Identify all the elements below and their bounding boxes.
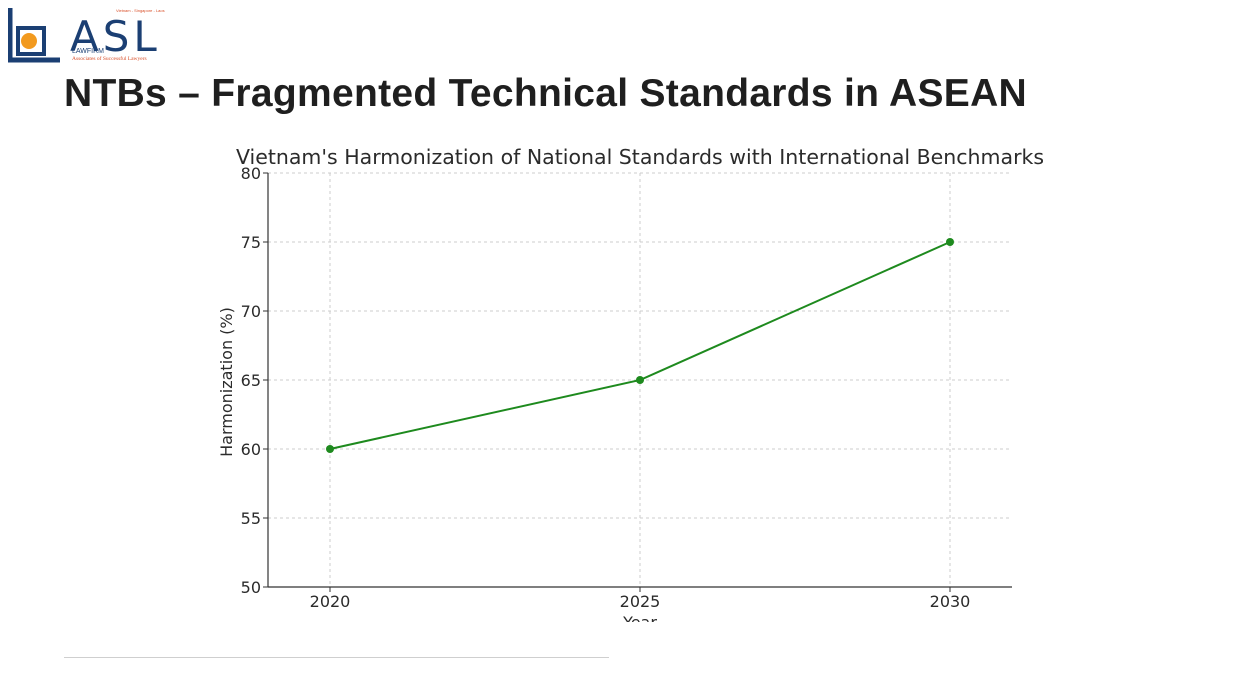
y-tick-label: 55: [241, 509, 261, 528]
slide-title: NTBs – Fragmented Technical Standards in…: [64, 72, 1027, 115]
chart-series: [326, 238, 954, 453]
logo-wordmark: ASL: [70, 12, 161, 61]
series-line: [329, 241, 951, 450]
logo-inner-square: [16, 26, 46, 56]
footer-divider: [64, 657, 609, 658]
data-point: [946, 238, 954, 246]
logo-frame-mark: [7, 8, 60, 63]
chart-ticks: 2020 2025 2030 50 55 60 65 70 75 80: [241, 164, 971, 611]
data-point: [636, 376, 644, 384]
harmonization-line-chart: Vietnam's Harmonization of National Stan…: [180, 140, 1110, 622]
chart-svg: Vietnam's Harmonization of National Stan…: [217, 145, 1044, 622]
data-point: [326, 445, 334, 453]
asl-logo-graphic: Vietnam - Singapore - Laos ASL LAWFIRM A…: [7, 8, 165, 63]
y-tick-label: 65: [241, 371, 261, 390]
y-tick-label: 80: [241, 164, 261, 183]
y-tick-label: 75: [241, 233, 261, 252]
x-tick-label: 2020: [310, 592, 351, 611]
y-tick-label: 70: [241, 302, 261, 321]
logo-subtitle: Associates of Successful Lawyers: [72, 55, 147, 62]
company-logo: Vietnam - Singapore - Laos ASL LAWFIRM A…: [7, 6, 183, 66]
y-tick-label: 50: [241, 578, 261, 597]
x-tick-label: 2025: [620, 592, 661, 611]
x-tick-label: 2030: [930, 592, 971, 611]
chart-title: Vietnam's Harmonization of National Stan…: [236, 145, 1044, 169]
logo-sun-icon: [21, 33, 37, 49]
logo-tagline: Vietnam - Singapore - Laos: [116, 8, 165, 13]
y-tick-label: 60: [241, 440, 261, 459]
y-axis-label: Harmonization (%): [217, 307, 236, 457]
logo-lawfirm: LAWFIRM: [72, 48, 104, 55]
x-axis-label: Year: [622, 613, 657, 622]
